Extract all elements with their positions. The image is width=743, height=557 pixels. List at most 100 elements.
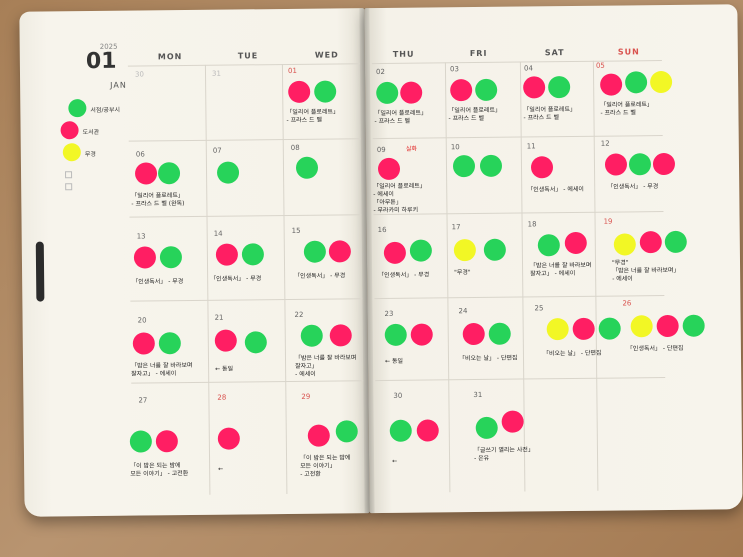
day-note: 「인생독서」 - 무경	[607, 183, 659, 191]
green-sticker-dot	[548, 76, 571, 99]
day-note: 「비오는 날」 - 단편집	[542, 349, 602, 358]
day-note: ← 동일	[384, 357, 404, 365]
day-note: 「밤은 너를 잘 바라보며 잘자고」 - 에세이	[294, 354, 357, 378]
green-sticker-dot	[488, 322, 511, 345]
day-note-highlight: 실화	[405, 145, 417, 153]
day-number: 16	[377, 225, 387, 235]
day-number: 25	[534, 304, 544, 313]
day-number: 21	[214, 313, 224, 322]
green-sticker-dot	[159, 246, 183, 269]
day-note: 「인생독서」 - 무경	[378, 271, 430, 280]
pink-sticker-dot	[462, 322, 485, 346]
pink-sticker-dot	[133, 246, 157, 269]
green-sticker-dot	[295, 156, 319, 179]
pink-sticker-dot	[328, 240, 351, 263]
green-sticker-dot	[216, 161, 240, 184]
weekday-fri: FRI	[469, 48, 488, 59]
pink-sticker-dot	[656, 314, 679, 338]
day-number: 28	[217, 393, 227, 402]
pink-sticker-dot	[214, 329, 237, 352]
day-note: 「일리어 플로레트」 - 프라스 드 벨	[600, 101, 653, 117]
day-note: 「일리어 플로레트」 - 프라스 드 벨	[448, 106, 502, 123]
day-note: "무경"	[454, 269, 471, 277]
legend-label: 서점/공부시	[90, 106, 121, 115]
day-note: 「밤은 너를 잘 바라보며 잘자고」 - 에세이	[131, 361, 193, 378]
green-sticker-dot	[158, 332, 181, 355]
pink-sticker-dot	[155, 430, 178, 453]
pink-sticker-dot	[416, 419, 439, 442]
legend-label: 도서관	[82, 128, 100, 137]
day-note: ←	[392, 457, 398, 465]
day-number: 01	[287, 66, 297, 75]
day-number: 24	[458, 307, 468, 316]
pink-sticker-dot	[329, 324, 352, 347]
day-number: 05	[595, 61, 605, 70]
yellow-sticker-dot	[650, 70, 673, 94]
day-number: 06	[135, 150, 145, 159]
day-note: 「일리어 플로레트」 - 에세이 「아무튼」 - 무라카미 하루키	[373, 182, 426, 215]
green-sticker-dot	[389, 419, 412, 442]
pink-sticker-dot	[572, 317, 595, 340]
weekday-sun: SUN	[617, 47, 640, 57]
green-sticker-dot	[537, 234, 560, 257]
day-note: 「인생독서」 - 무경	[210, 275, 262, 283]
pink-sticker-dot	[501, 410, 524, 433]
day-number: 26	[622, 299, 632, 308]
day-number: 12	[600, 139, 610, 148]
day-note: 「이 밤은 되는 밤에 모든 이야기」 - 고전환	[130, 462, 189, 478]
green-sticker-dot	[129, 430, 152, 453]
day-note: ←	[218, 465, 224, 473]
day-number: 09	[376, 145, 386, 155]
day-number: 20	[137, 316, 147, 325]
green-sticker-dot	[625, 71, 648, 94]
weekday-tue: TUE	[237, 51, 259, 61]
green-sticker-dot	[628, 153, 652, 176]
yellow-sticker-dot	[630, 315, 653, 338]
day-number: 29	[301, 392, 311, 401]
legend-pink-dot	[60, 121, 79, 140]
legend-yellow-dot	[62, 143, 81, 162]
green-sticker-dot	[664, 230, 687, 254]
day-number: 19	[603, 217, 613, 226]
pink-sticker-dot	[307, 424, 330, 447]
day-number: 14	[213, 229, 223, 238]
weekday-mon: MON	[157, 52, 183, 62]
green-sticker-dot	[244, 331, 267, 354]
day-note: 「이 밤은 되는 밤에 모든 이야기」 - 고전환	[300, 454, 351, 478]
day-note: 「인생독서」 - 무경	[132, 278, 184, 286]
day-number: 27	[138, 396, 148, 405]
day-note: 「인생독서」 - 무경	[294, 272, 346, 280]
yellow-sticker-dot	[546, 318, 569, 341]
green-sticker-dot	[335, 420, 358, 443]
pink-sticker-dot	[600, 73, 623, 96]
green-sticker-dot	[475, 416, 498, 440]
green-sticker-dot	[452, 155, 476, 178]
green-sticker-dot	[157, 162, 181, 185]
pink-sticker-dot	[288, 80, 311, 103]
pink-sticker-dot	[217, 427, 240, 450]
green-sticker-dot	[598, 317, 621, 340]
yellow-sticker-dot	[613, 233, 636, 256]
day-note: 「글쓰기 열리는 사전」 - 은유	[473, 446, 534, 463]
pink-sticker-dot	[132, 332, 155, 355]
day-number: 30	[393, 391, 403, 400]
day-number: 04	[523, 64, 533, 73]
day-note: 「비오는 날」 - 단편집	[458, 354, 518, 363]
day-number: 02	[375, 67, 385, 77]
pink-sticker-dot	[410, 323, 433, 346]
day-note: "무경" 「밤은 너를 잘 바라보며」 - 에세이	[611, 259, 680, 283]
legend-label: 무경	[84, 150, 96, 159]
day-number: 22	[294, 310, 304, 319]
day-number: 31	[473, 390, 483, 400]
day-note: 「일리어 플로레트」 - 프라스 드 벨	[523, 105, 577, 122]
pink-sticker-dot	[400, 81, 423, 104]
pink-sticker-dot	[652, 152, 676, 176]
day-note: 「인생독서」 - 단편집	[626, 344, 684, 353]
day-note: 「일리어 플로레트」 - 프라스 드 벨	[286, 108, 340, 124]
green-sticker-dot	[376, 81, 399, 105]
weekday-thu: THU	[392, 49, 415, 59]
weekday-sat: SAT	[544, 48, 565, 58]
pink-sticker-dot	[530, 156, 554, 179]
pink-sticker-dot	[134, 162, 158, 185]
month-number: 01	[85, 48, 117, 75]
